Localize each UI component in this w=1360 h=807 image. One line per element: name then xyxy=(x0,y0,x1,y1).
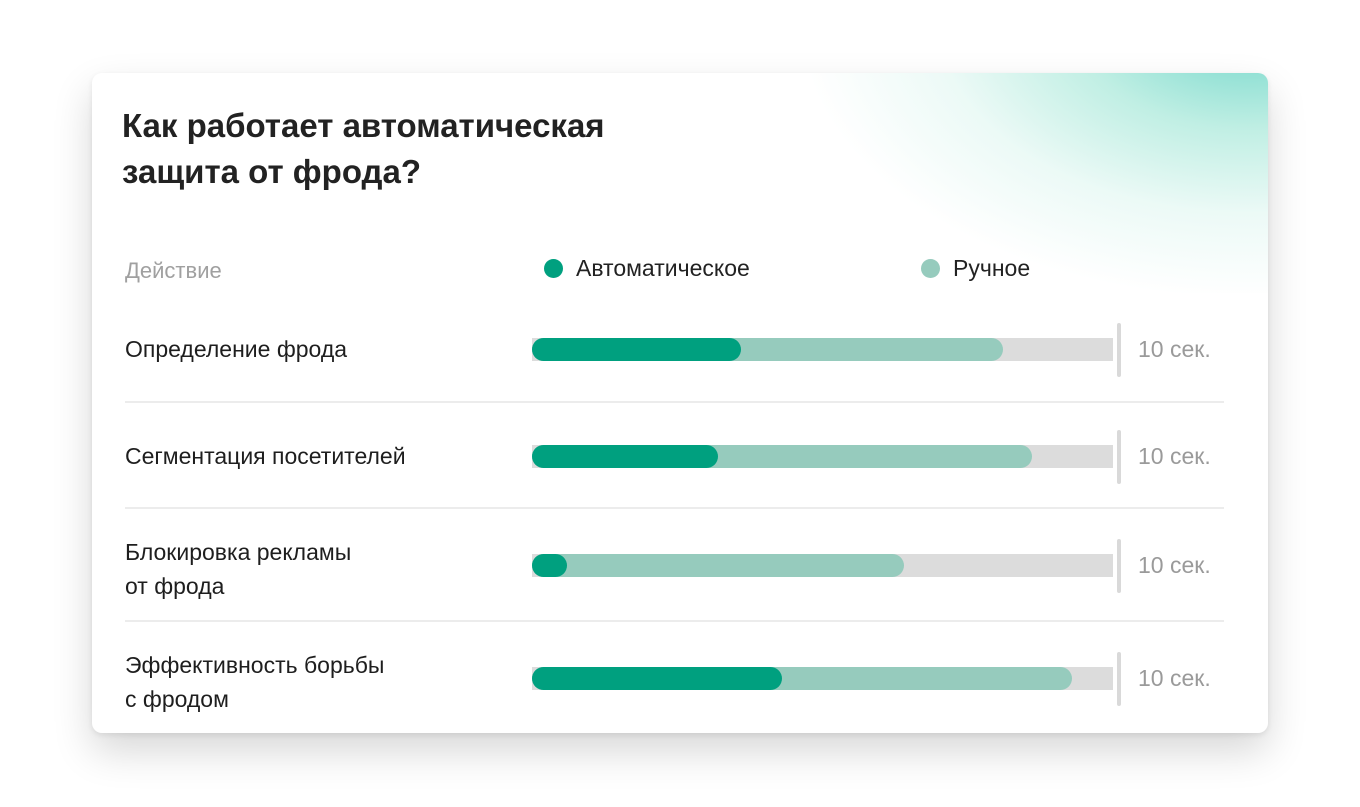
legend-label: Ручное xyxy=(953,255,1031,281)
column-header-action: Действие xyxy=(125,258,222,283)
corner-gradient-decoration xyxy=(808,73,1268,293)
row-label-line-2: с фродом xyxy=(125,686,229,712)
max-marker xyxy=(1117,430,1121,484)
bar-track xyxy=(532,338,1113,361)
bar-auto xyxy=(532,445,718,468)
chart-row: Сегментация посетителей 10 сек. xyxy=(125,428,1224,509)
row-label-line-1: Эффективность борьбы xyxy=(125,652,385,678)
row-divider xyxy=(125,620,1224,622)
title-line-2: защита от фрода? xyxy=(122,153,422,190)
bar-auto xyxy=(532,338,742,361)
row-divider xyxy=(125,507,1224,509)
bar-track xyxy=(532,667,1113,690)
chart-card: Как работает автоматическая защита от фр… xyxy=(92,73,1268,733)
legend-item-manual: Ручное xyxy=(921,255,1030,282)
bar-track xyxy=(532,554,1113,577)
max-marker xyxy=(1117,539,1121,593)
title-line-1: Как работает автоматическая xyxy=(122,107,605,144)
max-value-label: 10 сек. xyxy=(1138,443,1211,469)
bar-manual xyxy=(532,554,904,577)
row-label-line-1: Блокировка рекламы xyxy=(125,539,352,565)
row-label: Блокировка рекламы от фрода xyxy=(125,535,485,603)
bar-track xyxy=(532,445,1113,468)
bar-auto xyxy=(532,554,567,577)
row-label-line-2: от фрода xyxy=(125,573,225,599)
legend-label: Автоматическое xyxy=(576,255,750,281)
legend-item-auto: Автоматическое xyxy=(544,255,750,282)
row-label-line-1: Сегментация посетителей xyxy=(125,443,406,469)
max-value-label: 10 сек. xyxy=(1138,336,1211,362)
max-value-label: 10 сек. xyxy=(1138,552,1211,578)
row-label: Определение фрода xyxy=(125,332,485,366)
legend-dot-icon xyxy=(921,259,940,278)
max-marker xyxy=(1117,323,1121,377)
max-marker xyxy=(1117,652,1121,706)
legend-dot-icon xyxy=(544,259,563,278)
bar-auto xyxy=(532,667,782,690)
row-label: Сегментация посетителей xyxy=(125,439,485,473)
chart-row: Блокировка рекламы от фрода 10 сек. xyxy=(125,535,1224,625)
row-label: Эффективность борьбы с фродом xyxy=(125,648,485,716)
chart-row: Определение фрода 10 сек. xyxy=(125,323,1224,403)
row-divider xyxy=(125,401,1224,403)
row-label-line-1: Определение фрода xyxy=(125,336,348,362)
chart-title: Как работает автоматическая защита от фр… xyxy=(122,103,722,195)
chart-row: Эффективность борьбы с фродом 10 сек. xyxy=(125,648,1224,733)
max-value-label: 10 сек. xyxy=(1138,665,1211,691)
